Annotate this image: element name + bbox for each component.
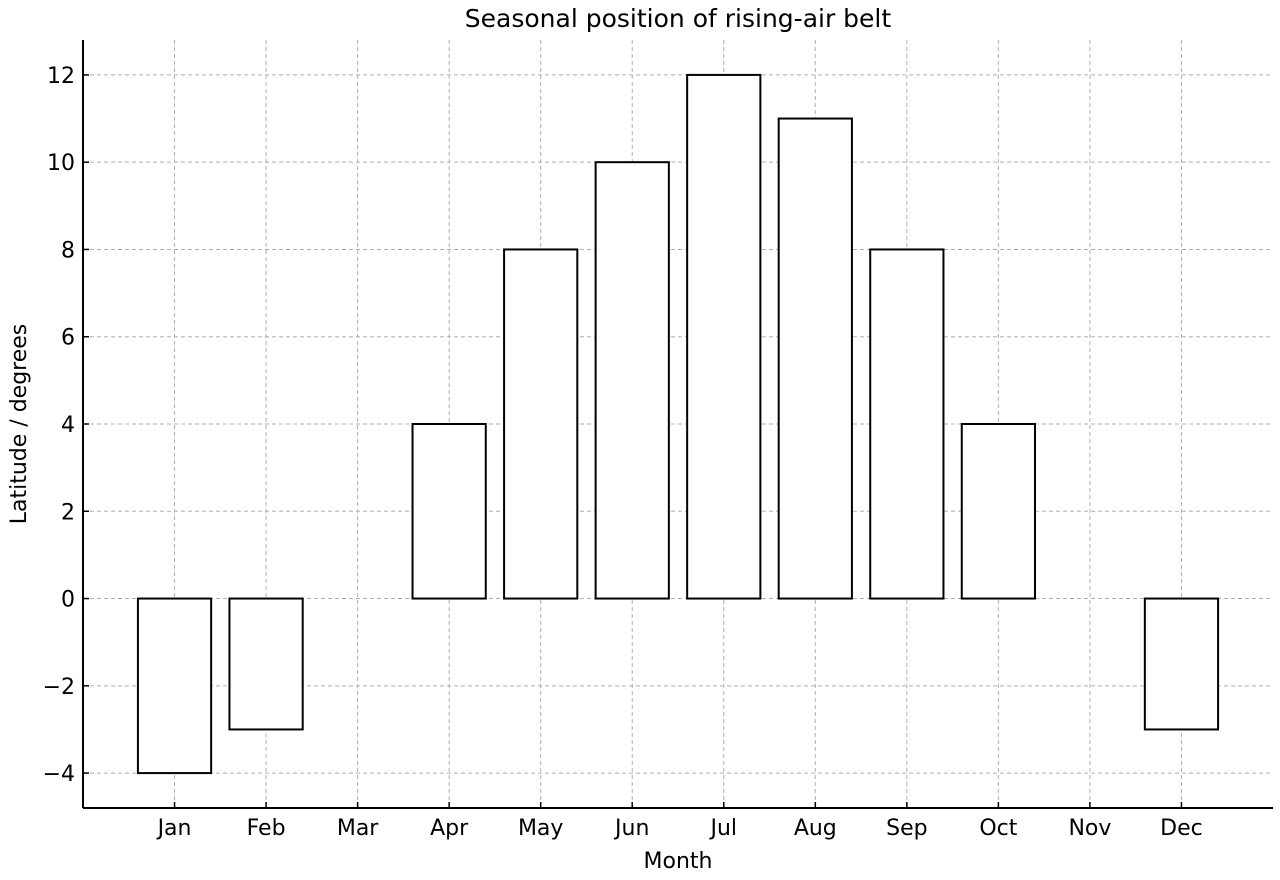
bar-jul	[686, 73, 762, 600]
x-tick-label: Jun	[613, 816, 649, 841]
x-tick-label: Nov	[1068, 816, 1111, 841]
y-axis-label: Latitude / degrees	[7, 324, 32, 525]
y-tick-label: 0	[61, 588, 75, 613]
y-tick-label: 6	[61, 326, 75, 351]
x-tick-label: Jan	[156, 816, 192, 841]
bar-jun	[594, 161, 670, 600]
bar-sep	[869, 248, 945, 600]
y-tick-label: 10	[47, 151, 75, 176]
y-tick-label: 4	[61, 413, 75, 438]
x-tick-label: Sep	[886, 816, 927, 841]
bar-feb	[228, 597, 304, 731]
x-tick-label: Dec	[1160, 816, 1203, 841]
x-tick-label: Feb	[247, 816, 286, 841]
x-tick-label: Oct	[979, 816, 1017, 841]
x-tick-label: Apr	[430, 816, 469, 841]
bar-oct	[960, 423, 1036, 600]
x-tick-label: Jul	[708, 816, 737, 841]
y-tick-label: 12	[47, 64, 75, 89]
y-tick-label: 2	[61, 500, 75, 525]
x-axis-label: Month	[644, 849, 713, 874]
chart-title: Seasonal position of rising-air belt	[465, 4, 892, 33]
x-ticks: Jan Feb Mar Apr May Jun Jul Aug Sep Oct Nov Dec	[156, 802, 1203, 841]
bar-may	[503, 248, 579, 600]
x-tick-label: Aug	[794, 816, 837, 841]
bar-apr	[411, 423, 487, 600]
x-tick-label: Mar	[337, 816, 379, 841]
y-tick-label: −2	[43, 675, 75, 700]
bars	[136, 73, 1220, 775]
bar-aug	[777, 117, 853, 600]
y-ticks: −4 −2 0 2 4 6 8 10 12	[43, 64, 89, 787]
y-tick-label: −4	[43, 762, 75, 787]
bar-dec	[1143, 597, 1220, 731]
y-tick-label: 8	[61, 238, 75, 263]
bar-jan	[136, 597, 213, 775]
x-tick-label: May	[518, 816, 563, 841]
